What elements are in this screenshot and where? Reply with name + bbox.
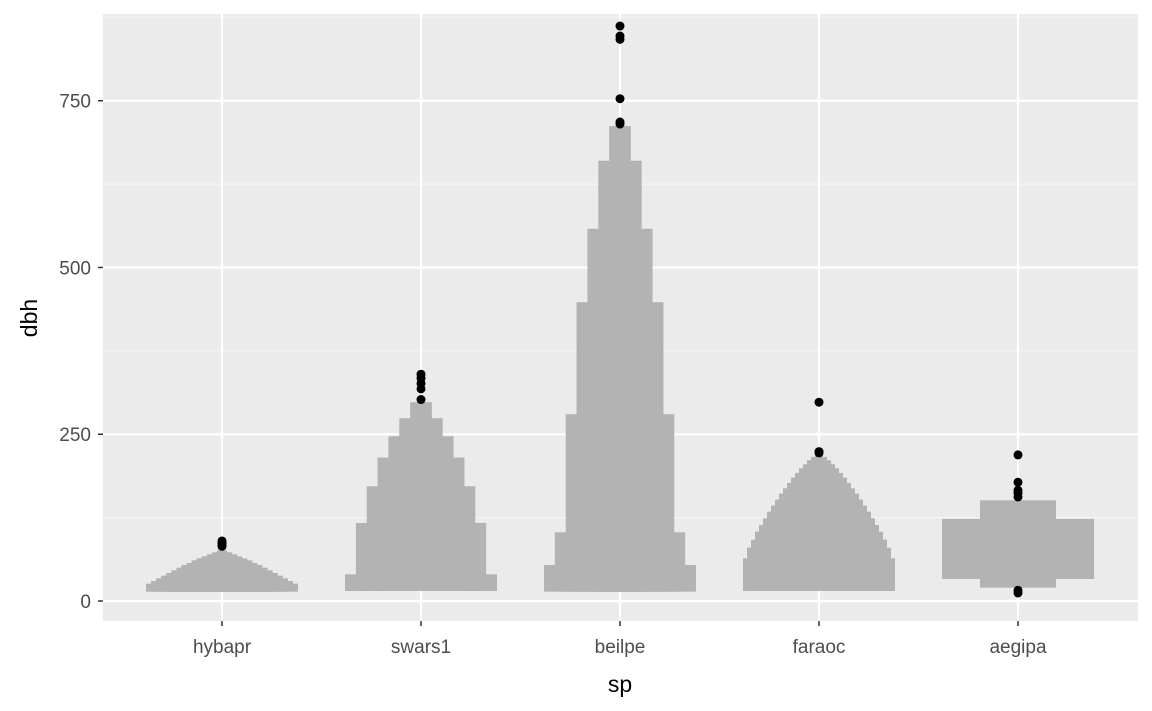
outlier-point: [1013, 450, 1023, 460]
y-tick-label: 500: [59, 258, 91, 279]
letter-value-box-hybapr: [216, 550, 228, 592]
outlier-point: [814, 447, 824, 457]
outlier-point: [1013, 585, 1023, 595]
letter-value-box-aegipa: [980, 500, 1056, 588]
outlier-point: [416, 369, 426, 379]
x-tick-label-aegipa: aegipa: [989, 637, 1046, 658]
letter-value-box-swars1: [410, 402, 432, 591]
outlier-points: [217, 21, 1023, 598]
outlier-point: [814, 397, 824, 407]
outlier-point: [615, 21, 625, 31]
x-axis: hybapr swars1 beilpe faraoc aegipa: [193, 621, 1047, 658]
y-tick-label: 0: [80, 592, 91, 613]
outlier-point: [416, 395, 426, 405]
letter-value-boxes: [146, 126, 1094, 592]
x-axis-title: sp: [608, 671, 632, 697]
x-tick-label-hybapr: hybapr: [193, 637, 252, 658]
outlier-point: [1013, 477, 1023, 487]
outlier-point: [615, 31, 625, 41]
letter-value-box-faraoc: [815, 454, 823, 591]
outlier-point: [615, 94, 625, 104]
x-tick-label-faraoc: faraoc: [793, 637, 846, 658]
outlier-point: [615, 117, 625, 127]
letter-value-box-beilpe: [609, 126, 631, 592]
y-tick-label: 750: [59, 92, 91, 113]
y-tick-label: 250: [59, 425, 91, 446]
x-tick-label-beilpe: beilpe: [595, 637, 646, 658]
outlier-point: [1013, 485, 1023, 495]
x-tick-label-swars1: swars1: [391, 637, 451, 658]
outlier-point: [217, 536, 227, 546]
y-axis-title: dbh: [16, 299, 42, 337]
y-axis: 0 250 500 750: [59, 92, 103, 613]
